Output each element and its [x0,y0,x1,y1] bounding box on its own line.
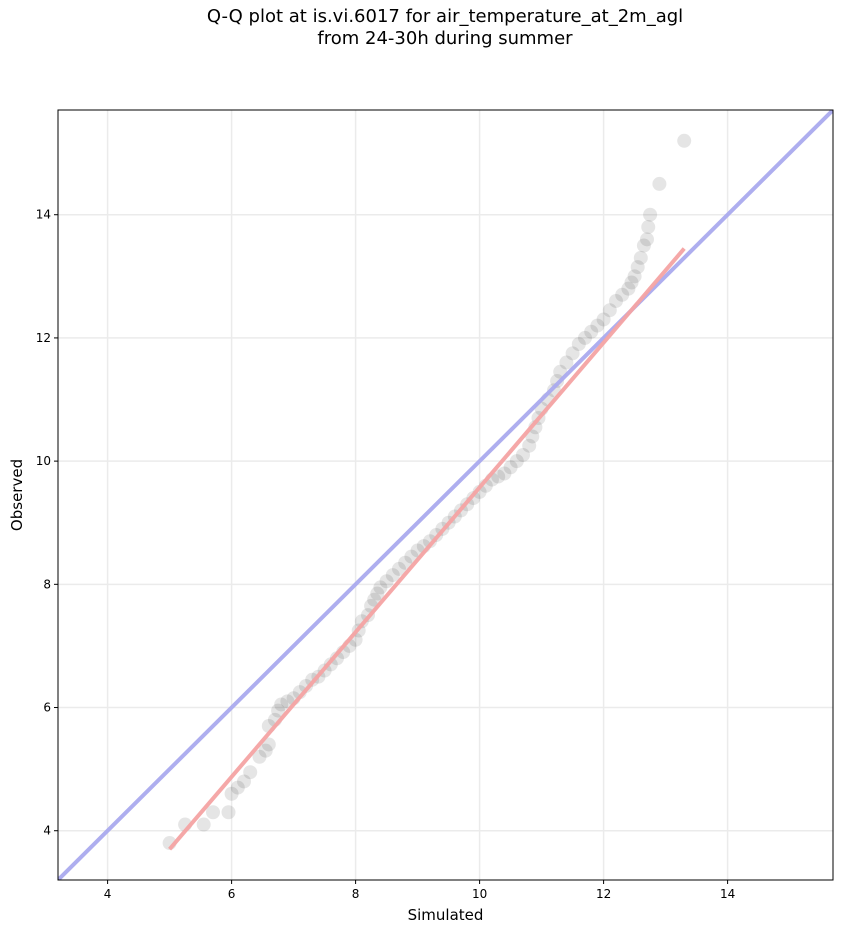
data-point [252,749,267,764]
identity-line [58,110,833,880]
y-tick-label: 12 [36,331,51,345]
data-point [196,817,211,832]
data-point [497,466,512,481]
data-point [633,250,648,265]
data-point [423,534,437,549]
x-tick-label: 8 [352,887,360,901]
data-point [590,318,605,333]
y-tick-label: 4 [43,824,51,838]
data-point [243,765,258,780]
data-point [258,743,273,758]
chart-title-line-1: Q-Q plot at is.vi.6017 for air_temperatu… [206,6,684,27]
data-point [367,592,382,607]
data-point [373,580,388,595]
data-point [503,460,518,475]
data-point [609,293,623,308]
data-point [516,447,530,462]
data-point [237,774,251,789]
fit-line [168,247,686,851]
data-point [509,454,524,469]
data-point [630,260,645,275]
data-point [565,346,580,361]
data-point [621,281,636,296]
data-point [299,678,313,693]
data-point [571,337,586,352]
data-point [330,651,344,666]
y-tick-label: 8 [43,577,51,591]
data-point [491,469,506,484]
data-point [641,220,656,235]
axis-ticks: 4 6 8 10 12 14 4 6 8 10 12 14 [36,208,736,901]
y-tick-label: 10 [36,454,51,468]
data-points [162,133,692,851]
data-point [627,269,642,284]
data-point [392,561,406,576]
data-point [615,287,630,302]
data-point [230,780,245,795]
data-point [550,374,565,389]
data-point [261,737,276,752]
data-point [221,805,236,820]
data-point [636,238,651,253]
data-point [624,275,639,290]
data-point [271,703,286,718]
reference-lines [58,110,833,880]
data-point [596,312,611,327]
x-tick-label: 6 [228,887,236,901]
data-point [224,786,239,801]
data-point [559,355,574,370]
data-point [602,303,617,318]
data-point [206,805,220,820]
data-point [370,586,385,601]
data-point [578,330,592,345]
chart-title-line-2: from 24-30h during summer [317,28,573,49]
x-tick-label: 4 [104,887,112,901]
data-point [652,176,667,191]
y-tick-label: 14 [36,208,51,222]
data-point [385,568,400,583]
data-point [274,697,289,712]
data-point [522,438,537,453]
x-tick-label: 12 [596,887,611,901]
plot-frame [57,109,834,881]
data-point [584,324,599,339]
grid [58,110,833,880]
y-axis-label: Observed [8,459,26,531]
x-axis-label: Simulated [408,906,484,924]
data-point [677,133,692,148]
x-tick-label: 10 [472,887,487,901]
data-point [379,574,394,589]
data-point [643,207,658,222]
data-point [640,232,654,247]
data-point [398,555,413,570]
y-tick-label: 6 [43,701,51,715]
x-tick-label: 14 [720,887,735,901]
chart-title: Q-Q plot at is.vi.6017 for air_temperatu… [0,6,842,50]
